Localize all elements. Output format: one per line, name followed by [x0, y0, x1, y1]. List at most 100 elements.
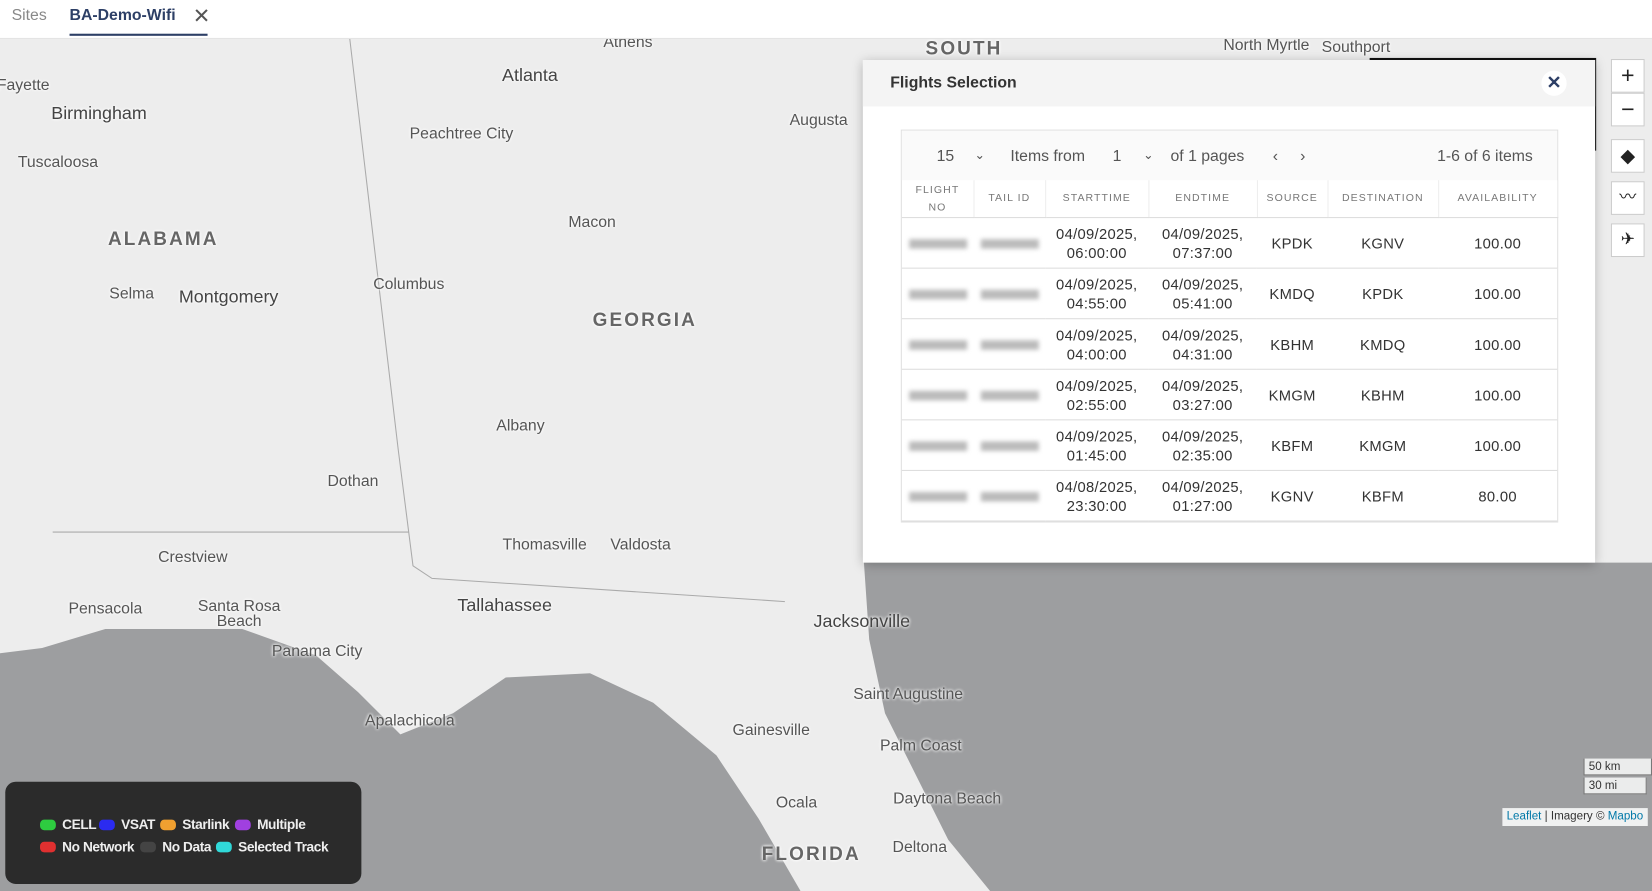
table-cell: 04/09/2025, 02:35:00 [1148, 419, 1257, 471]
table-cell: 04/09/2025, 02:55:00 [1045, 369, 1149, 421]
zoom-out[interactable]: − [1610, 92, 1645, 127]
flights-button[interactable]: ✈ [1610, 223, 1645, 258]
table-cell: 04/09/2025, 01:45:00 [1045, 419, 1149, 471]
close-button[interactable]: ✕ [1541, 70, 1567, 96]
map-label: Augusta [789, 111, 848, 130]
page-count: of 1 pages [1170, 147, 1245, 166]
redacted [980, 289, 1039, 299]
table-cell: KMDQ [1256, 268, 1328, 320]
track-button[interactable]: 〰 [1610, 181, 1645, 215]
redacted-cell [973, 217, 1046, 269]
legend-label: VSAT [121, 816, 155, 833]
map-label: Crestview [158, 548, 228, 567]
redacted [908, 238, 967, 249]
dialog-header: Flights Selection ✕ [862, 60, 1596, 107]
column-header: AVAILABILITY [1438, 180, 1558, 219]
table-cell: 100.00 [1438, 369, 1558, 421]
table-cell: KMGM [1327, 419, 1439, 471]
redacted-cell [901, 318, 974, 370]
redacted-cell [973, 318, 1046, 370]
legend-label: No Data [162, 838, 212, 855]
map-label: Thomasville [502, 535, 587, 554]
legend-swatch [234, 819, 251, 831]
dropdown-icon[interactable]: ⌄ [1143, 147, 1154, 163]
table-cell: KPDK [1327, 268, 1439, 320]
map-label: Deltona [892, 838, 948, 857]
legend-item: Starlink [160, 817, 230, 832]
table-cell: 100.00 [1438, 217, 1558, 269]
page-number[interactable]: 1 [1112, 147, 1122, 166]
table-cell: 100.00 [1438, 318, 1558, 370]
table-card: 15 ⌄ Items from 1 ⌄ of 1 pages ‹ › 1-6 o… [900, 129, 1559, 523]
table-row[interactable]: 04/09/2025, 04:00:00 04/09/2025, 04:31:00… [901, 318, 1558, 370]
prev-page[interactable]: ‹ [1272, 147, 1278, 166]
map-label: North Myrtle [1223, 36, 1310, 55]
table-row[interactable]: 04/09/2025, 04:55:00 04/09/2025, 05:41:00… [901, 268, 1558, 320]
redacted [908, 390, 967, 400]
tab[interactable]: Sites [11, 6, 47, 25]
pager: 15 ⌄ Items from 1 ⌄ of 1 pages ‹ › 1-6 o… [901, 130, 1558, 181]
table-cell: KBHM [1256, 318, 1328, 370]
map-label: Daytona Beach [893, 789, 1002, 808]
redacted [980, 339, 1039, 350]
redacted [980, 390, 1039, 400]
legend-swatch [99, 819, 115, 831]
redacted [908, 289, 967, 299]
map-label: Fayette [0, 76, 50, 95]
table-cell: KBFM [1327, 470, 1439, 522]
provider-link[interactable]: Mapbo [1607, 810, 1644, 823]
map-label: Macon [568, 213, 616, 232]
redacted [908, 440, 967, 451]
table-cell: KBFM [1256, 419, 1328, 471]
tab[interactable]: BA-Demo-Wifi [69, 6, 208, 36]
flights-table: FLIGHT NO TAIL ID STARTTIME ENDTIME SOURCE DE… [901, 180, 1558, 522]
table-row[interactable]: 04/08/2025, 23:30:00 04/09/2025, 01:27:00… [901, 470, 1558, 522]
scale-label: 50 km [1583, 758, 1652, 776]
next-page[interactable]: › [1300, 147, 1306, 166]
map-label: Tallahassee [457, 595, 552, 616]
redacted-cell [973, 419, 1046, 471]
attribution: Leaflet | Imagery © Mapbo [1502, 808, 1648, 826]
table-cell: KGNV [1256, 470, 1328, 522]
table-row[interactable]: 04/09/2025, 06:00:00 04/09/2025, 07:37:00… [901, 217, 1558, 269]
map-label: Columbus [373, 275, 445, 294]
tab-close[interactable]: ✕ [192, 5, 211, 29]
table-cell: KPDK [1256, 217, 1328, 269]
table-row[interactable]: 04/09/2025, 01:45:00 04/09/2025, 02:35:00… [901, 419, 1558, 471]
legend-swatch [40, 841, 56, 853]
leaflet-link[interactable]: Leaflet [1506, 810, 1542, 823]
column-header: DESTINATION [1327, 180, 1439, 219]
map-label: Pensacola [68, 600, 143, 618]
item-summary: 1-6 of 6 items [1437, 147, 1533, 166]
table-cell: 04/09/2025, 04:31:00 [1148, 318, 1257, 370]
legend-item: No Data [140, 838, 212, 855]
redacted [980, 440, 1039, 451]
legend-item: No Network [40, 839, 134, 854]
page-size[interactable]: 15 [936, 147, 955, 166]
table-cell: KBHM [1327, 369, 1439, 421]
map-label: Palm Coast [879, 736, 962, 755]
table-cell: 100.00 [1438, 268, 1558, 320]
table-cell: KGNV [1327, 217, 1439, 269]
table-cell: 04/09/2025, 07:37:00 [1148, 217, 1257, 269]
map-label: Apalachicola [365, 711, 455, 730]
table-row[interactable]: 04/09/2025, 02:55:00 04/09/2025, 03:27:00… [901, 369, 1558, 421]
redacted-cell [901, 268, 974, 320]
column-header: STARTTIME [1045, 180, 1149, 219]
map-label: Saint Augustine [853, 685, 964, 704]
zoom-in[interactable]: + [1610, 58, 1645, 93]
redacted-cell [901, 217, 974, 269]
map-label: Valdosta [610, 535, 671, 554]
redacted [908, 491, 967, 501]
legend-swatch [40, 819, 56, 831]
redacted-cell [901, 470, 974, 522]
column-header: SOURCE [1256, 180, 1329, 219]
table-cell: KMDQ [1327, 318, 1439, 370]
dropdown-icon[interactable]: ⌄ [974, 147, 986, 163]
legend-item: VSAT [99, 816, 155, 833]
items-from: Items from [1010, 147, 1086, 166]
legend-swatch [215, 841, 232, 853]
map-label: Atlanta [502, 65, 558, 86]
dialog-title: Flights Selection [890, 73, 1017, 92]
layers-button[interactable]: ◆ [1610, 139, 1645, 173]
